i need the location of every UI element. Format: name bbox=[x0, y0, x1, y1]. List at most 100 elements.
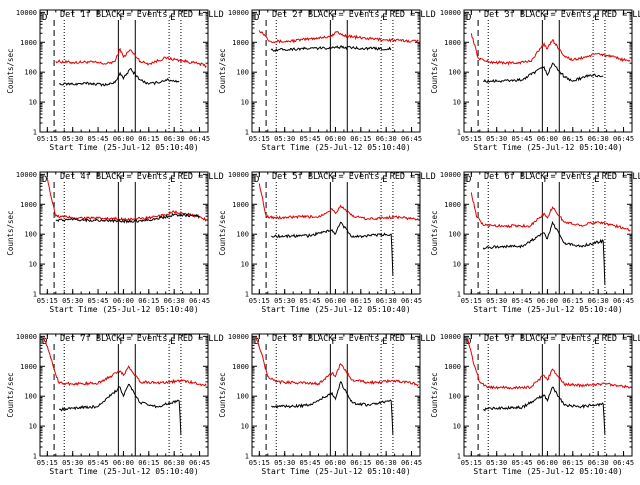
y-tick-label: 10000 bbox=[228, 333, 249, 341]
x-tick-label: 05:30 bbox=[274, 297, 295, 305]
panel-title: Det 7f BLACK = Events, RED = LLD bbox=[60, 334, 224, 344]
x-tick-label: 06:45 bbox=[613, 297, 634, 305]
x-tick-label: 06:00 bbox=[325, 459, 346, 467]
y-tick-label: 1 bbox=[457, 129, 461, 137]
y-tick-label: 10 bbox=[241, 99, 249, 107]
y-tick-label: 10 bbox=[241, 423, 249, 431]
events-series-line bbox=[271, 221, 394, 277]
y-tick-label: 1000 bbox=[444, 363, 461, 371]
x-tick-label: 06:30 bbox=[376, 297, 397, 305]
events-series-line bbox=[483, 386, 606, 436]
y-axis-label: Counts/sec bbox=[430, 372, 439, 417]
x-tick-label: 06:00 bbox=[325, 135, 346, 143]
x-axis-label: Start Time (25-Jul-12 05:10:40) bbox=[49, 305, 198, 314]
y-tick-label: 10 bbox=[453, 99, 461, 107]
y-tick-label: 10 bbox=[29, 99, 37, 107]
y-tick-label: 10000 bbox=[440, 9, 461, 17]
y-tick-label: 10000 bbox=[228, 171, 249, 179]
panel-title: Det 6f BLACK = Events, RED = LLD bbox=[484, 172, 640, 182]
x-tick-label: 05:15 bbox=[37, 297, 58, 305]
lld-series-line bbox=[470, 33, 631, 66]
flag-label-f: F bbox=[543, 13, 548, 23]
x-tick-label: 06:45 bbox=[401, 135, 422, 143]
flag-label-d: D bbox=[466, 13, 471, 23]
x-tick-label: 06:00 bbox=[537, 297, 558, 305]
y-tick-label: 10000 bbox=[228, 9, 249, 17]
x-tick-label: 06:00 bbox=[325, 297, 346, 305]
plot-frame bbox=[39, 333, 209, 457]
flag-label-f: F bbox=[119, 337, 124, 347]
panel-title: Det 2f BLACK = Events, RED = LLD bbox=[272, 10, 436, 20]
flag-label-d: D bbox=[254, 175, 259, 185]
flag-label-f: F bbox=[543, 337, 548, 347]
x-tick-label: 06:00 bbox=[537, 459, 558, 467]
x-tick-label: 06:45 bbox=[189, 297, 210, 305]
x-axis-label: Start Time (25-Jul-12 05:10:40) bbox=[473, 467, 622, 476]
lld-series-line bbox=[255, 336, 419, 387]
x-tick-label: 05:45 bbox=[300, 459, 321, 467]
y-tick-label: 10000 bbox=[440, 171, 461, 179]
flag-label-e: E bbox=[170, 13, 175, 23]
y-tick-label: 100 bbox=[24, 393, 37, 401]
flag-label-e: E bbox=[170, 337, 175, 347]
y-axis-label: Counts/sec bbox=[218, 210, 227, 255]
lld-series-line bbox=[55, 47, 207, 69]
y-tick-label: 100 bbox=[448, 393, 461, 401]
flag-label-f: F bbox=[331, 337, 336, 347]
panel-title: Det 5f BLACK = Events, RED = LLD bbox=[272, 172, 436, 182]
flag-label-d: D bbox=[466, 175, 471, 185]
x-tick-label: 05:30 bbox=[486, 135, 507, 143]
y-tick-label: 10000 bbox=[16, 333, 37, 341]
x-axis-label: Start Time (25-Jul-12 05:10:40) bbox=[261, 143, 410, 152]
x-tick-label: 06:30 bbox=[588, 459, 609, 467]
y-tick-label: 100 bbox=[236, 231, 249, 239]
flag-label-f: F bbox=[331, 13, 336, 23]
events-series-line bbox=[270, 45, 392, 52]
y-tick-label: 1000 bbox=[232, 363, 249, 371]
y-tick-label: 10 bbox=[241, 261, 249, 269]
events-series-line bbox=[58, 67, 180, 87]
y-axis-label: Counts/sec bbox=[6, 372, 15, 417]
panel-4: Det 4f BLACK = Events, RED = LLD 1 10 100 10… bbox=[6, 171, 224, 314]
y-tick-label: 1 bbox=[245, 453, 249, 461]
y-tick-label: 1000 bbox=[20, 201, 37, 209]
events-series-line bbox=[58, 383, 182, 436]
x-axis-label: Start Time (25-Jul-12 05:10:40) bbox=[261, 305, 410, 314]
y-tick-label: 1000 bbox=[20, 39, 37, 47]
y-tick-label: 10000 bbox=[16, 9, 37, 17]
y-axis-label: Counts/sec bbox=[6, 48, 15, 93]
flag-label-d: D bbox=[42, 337, 47, 347]
x-tick-label: 05:15 bbox=[249, 135, 270, 143]
panel-9: Det 9f BLACK = Events, RED = LLD 1 10 100 10… bbox=[430, 333, 640, 476]
y-tick-label: 100 bbox=[448, 231, 461, 239]
panel-5: Det 5f BLACK = Events, RED = LLD 1 10 100 10… bbox=[218, 171, 436, 314]
x-tick-label: 05:15 bbox=[461, 459, 482, 467]
flag-label-e: E bbox=[594, 13, 599, 23]
x-tick-label: 06:00 bbox=[537, 135, 558, 143]
x-tick-label: 06:15 bbox=[138, 297, 159, 305]
panel-title: Det 8f BLACK = Events, RED = LLD bbox=[272, 334, 436, 344]
plot-frame bbox=[463, 171, 633, 295]
y-axis-label: Counts/sec bbox=[430, 48, 439, 93]
y-tick-label: 10000 bbox=[16, 171, 37, 179]
y-tick-label: 100 bbox=[24, 231, 37, 239]
x-tick-label: 06:45 bbox=[613, 135, 634, 143]
x-tick-label: 06:00 bbox=[113, 459, 134, 467]
y-tick-label: 1 bbox=[457, 291, 461, 299]
flag-label-e: E bbox=[170, 175, 175, 185]
y-tick-label: 100 bbox=[24, 69, 37, 77]
x-tick-label: 05:45 bbox=[88, 297, 109, 305]
x-axis-label: Start Time (25-Jul-12 05:10:40) bbox=[49, 143, 198, 152]
lld-series-line bbox=[467, 339, 631, 390]
y-tick-label: 10 bbox=[453, 423, 461, 431]
y-axis-label: Counts/sec bbox=[218, 48, 227, 93]
x-tick-label: 05:15 bbox=[249, 459, 270, 467]
x-tick-label: 06:15 bbox=[562, 135, 583, 143]
flag-label-e: E bbox=[594, 175, 599, 185]
x-tick-label: 05:30 bbox=[274, 135, 295, 143]
x-tick-label: 06:45 bbox=[189, 459, 210, 467]
plot-frame bbox=[39, 171, 209, 295]
y-tick-label: 1000 bbox=[444, 39, 461, 47]
x-tick-label: 06:15 bbox=[350, 459, 371, 467]
